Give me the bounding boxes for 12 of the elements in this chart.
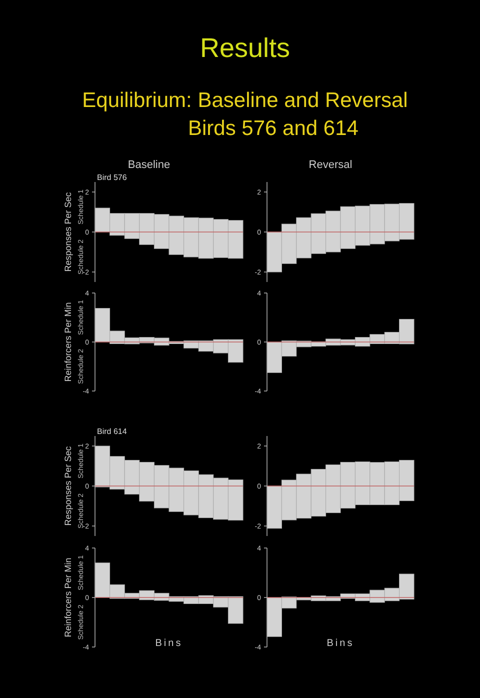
y-axis-title: Reinforcers Per Min (63, 302, 73, 382)
x-axis-title: Bins (326, 638, 354, 649)
y-axis-title: Responses Per Sec (63, 446, 73, 526)
text: Results (200, 33, 290, 63)
text: Equilibrium: Baseline and Reversal Birds 576 and 614 (82, 89, 408, 140)
chart-title: Reversal (308, 159, 352, 171)
x-axis-title: Bins (155, 638, 183, 649)
y-axis-title: Reinforcers Per Min (63, 558, 73, 638)
chart-subtitle: Bird 576 (97, 173, 128, 182)
y-axis-title: Responses Per Sec (63, 192, 73, 272)
chart-title: Baseline (128, 159, 170, 171)
chart-subtitle: Bird 614 (97, 427, 128, 436)
